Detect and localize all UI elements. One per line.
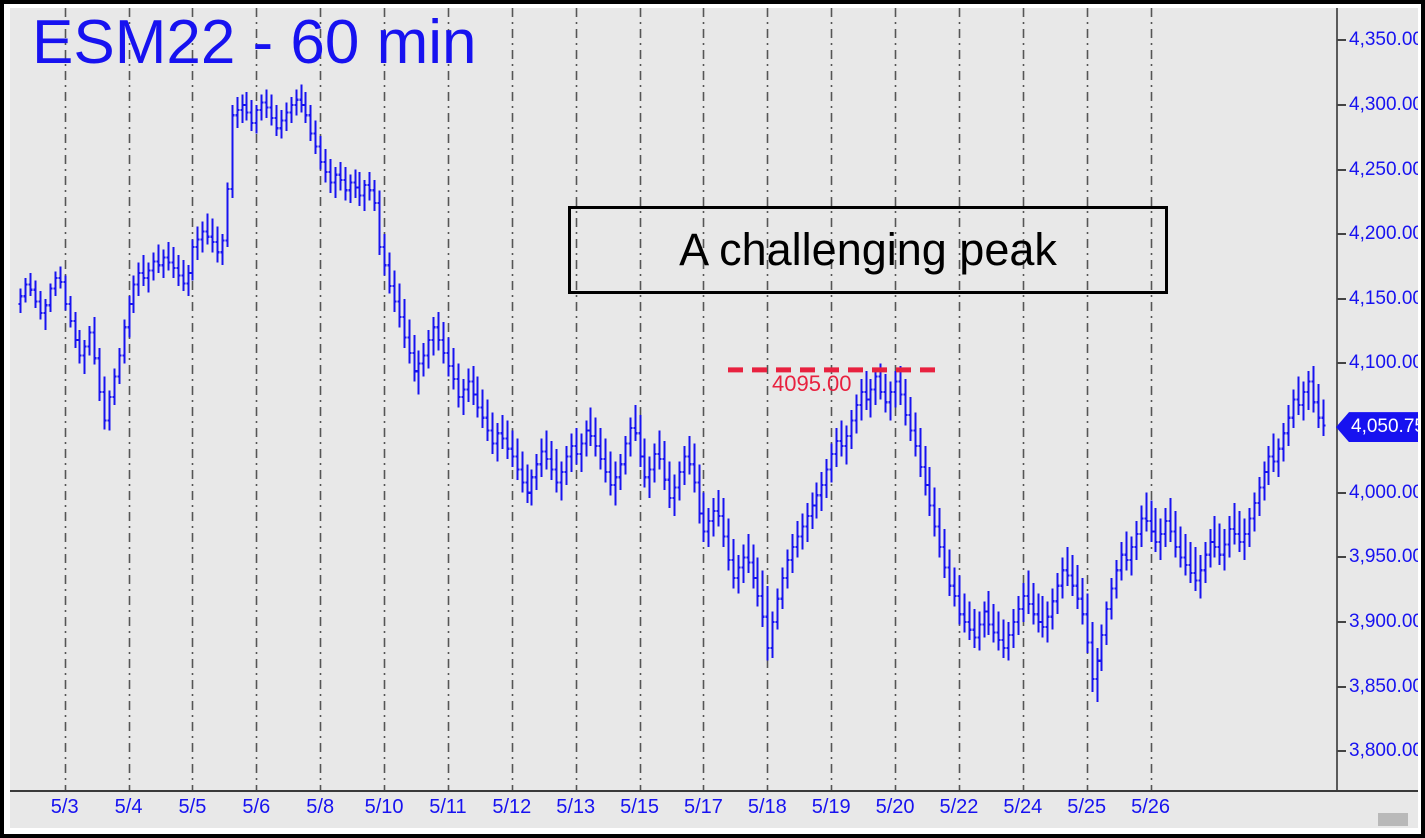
chart-canvas: 4,350.00 4,300.00 4,250.00 4,200.00 4,150.00… bbox=[10, 8, 1418, 828]
price-tick-mark bbox=[1337, 556, 1346, 559]
price-tick-label: 4,350.00 bbox=[1349, 29, 1418, 51]
price-tick-label: 3,900.00 bbox=[1349, 610, 1418, 632]
price-plot-area bbox=[10, 8, 1335, 790]
price-tick-label: 4,150.00 bbox=[1349, 287, 1418, 309]
axis-vertical-line bbox=[1336, 8, 1338, 790]
price-tick-mark bbox=[1337, 620, 1346, 623]
date-tick-label: 5/4 bbox=[114, 796, 143, 818]
chart-title: ESM22 - 60 min bbox=[32, 8, 477, 77]
price-tick-label: 4,200.00 bbox=[1349, 223, 1418, 245]
date-tick-label: 5/10 bbox=[364, 796, 404, 818]
price-tick-mark bbox=[1337, 39, 1346, 42]
price-tick-mark bbox=[1337, 297, 1346, 300]
callout-box[interactable]: A challenging peak bbox=[568, 206, 1168, 294]
date-tick-label: 5/15 bbox=[620, 796, 660, 818]
price-tick-label: 4,100.00 bbox=[1349, 352, 1418, 374]
date-tick-label: 5/25 bbox=[1067, 796, 1107, 818]
date-tick-label: 5/26 bbox=[1131, 796, 1171, 818]
resize-handle[interactable] bbox=[1378, 813, 1408, 826]
price-marker-pennant bbox=[1336, 412, 1418, 443]
price-tick-label: 4,000.00 bbox=[1349, 481, 1418, 503]
date-tick-label: 5/5 bbox=[178, 796, 207, 818]
price-tick-label: 3,850.00 bbox=[1349, 675, 1418, 697]
date-axis: 5/3 5/4 5/5 5/6 5/8 5/10 5/11 5/12 5/13 5/15 5/17 5… bbox=[10, 792, 1418, 828]
date-tick-label: 5/13 bbox=[556, 796, 596, 818]
price-axis: 4,350.00 4,300.00 4,250.00 4,200.00 4,150.00… bbox=[1335, 8, 1418, 790]
price-tick-label: 4,300.00 bbox=[1349, 93, 1418, 115]
price-marker-value: 4,050.75 bbox=[1351, 416, 1418, 438]
date-tick-label: 5/8 bbox=[306, 796, 335, 818]
price-tick-mark bbox=[1337, 103, 1346, 106]
price-tick-mark bbox=[1337, 491, 1346, 494]
price-tick-mark bbox=[1337, 750, 1346, 753]
price-tick-label: 4,250.00 bbox=[1349, 158, 1418, 180]
price-tick-mark bbox=[1337, 168, 1346, 171]
date-tick-label: 5/12 bbox=[492, 796, 532, 818]
date-tick-label: 5/20 bbox=[875, 796, 915, 818]
date-tick-label: 5/6 bbox=[242, 796, 271, 818]
price-tick-mark bbox=[1337, 233, 1346, 236]
date-tick-label: 5/22 bbox=[939, 796, 979, 818]
date-tick-label: 5/11 bbox=[429, 796, 467, 818]
ohlc-bars-svg bbox=[18, 8, 1326, 790]
x-axis-rule bbox=[10, 790, 1418, 792]
price-tick-label: 3,950.00 bbox=[1349, 546, 1418, 568]
date-tick-label: 5/18 bbox=[747, 796, 787, 818]
date-tick-label: 5/17 bbox=[683, 796, 723, 818]
date-tick-label: 5/3 bbox=[50, 796, 79, 818]
price-tick-mark bbox=[1337, 685, 1346, 688]
ohlc-bar-group bbox=[18, 84, 1326, 703]
price-tick-mark bbox=[1337, 362, 1346, 365]
date-tick-label: 5/24 bbox=[1003, 796, 1043, 818]
callout-text: A challenging peak bbox=[679, 224, 1057, 275]
resistance-level-label: 4095.00 bbox=[772, 371, 852, 396]
date-tick-label: 5/19 bbox=[811, 796, 851, 818]
price-tick-label: 3,800.00 bbox=[1349, 740, 1418, 762]
vertical-gridlines bbox=[64, 8, 1153, 790]
current-price-marker[interactable]: 4,050.75 bbox=[1336, 412, 1418, 443]
